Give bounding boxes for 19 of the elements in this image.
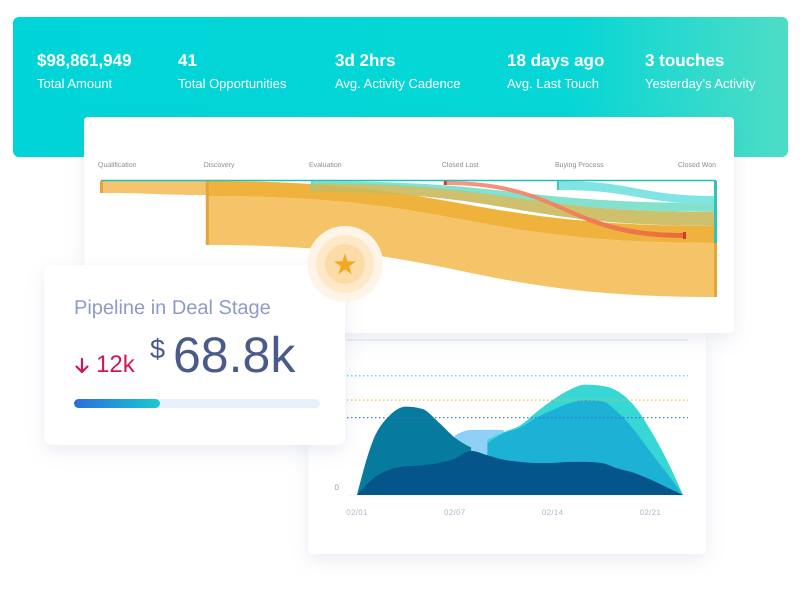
text: 18 days ago xyxy=(507,51,604,70)
text: Pipeline in Deal Stage xyxy=(74,297,271,319)
x-tick-label: 02/01 xyxy=(346,508,368,517)
text: $98,861,949 xyxy=(37,51,132,70)
x-tick-label: 02/14 xyxy=(542,508,564,517)
text: Yesterday’s Activity xyxy=(645,76,756,91)
text: 12k xyxy=(96,351,136,378)
x-tick-label: 02/07 xyxy=(444,508,466,517)
x-tick-label: 02/21 xyxy=(640,508,662,517)
text: Avg. Last Touch xyxy=(507,76,600,91)
text: 3d 2hrs xyxy=(335,51,396,70)
text: 0 xyxy=(334,483,340,492)
text: 68.8k xyxy=(173,327,296,383)
text: Avg. Activity Cadence xyxy=(335,76,460,91)
text: Total Opportunities xyxy=(178,76,287,91)
text: 41 xyxy=(178,51,197,70)
text: 3 touches xyxy=(645,51,724,70)
text: $ xyxy=(150,334,166,364)
text: Total Amount xyxy=(37,76,113,91)
